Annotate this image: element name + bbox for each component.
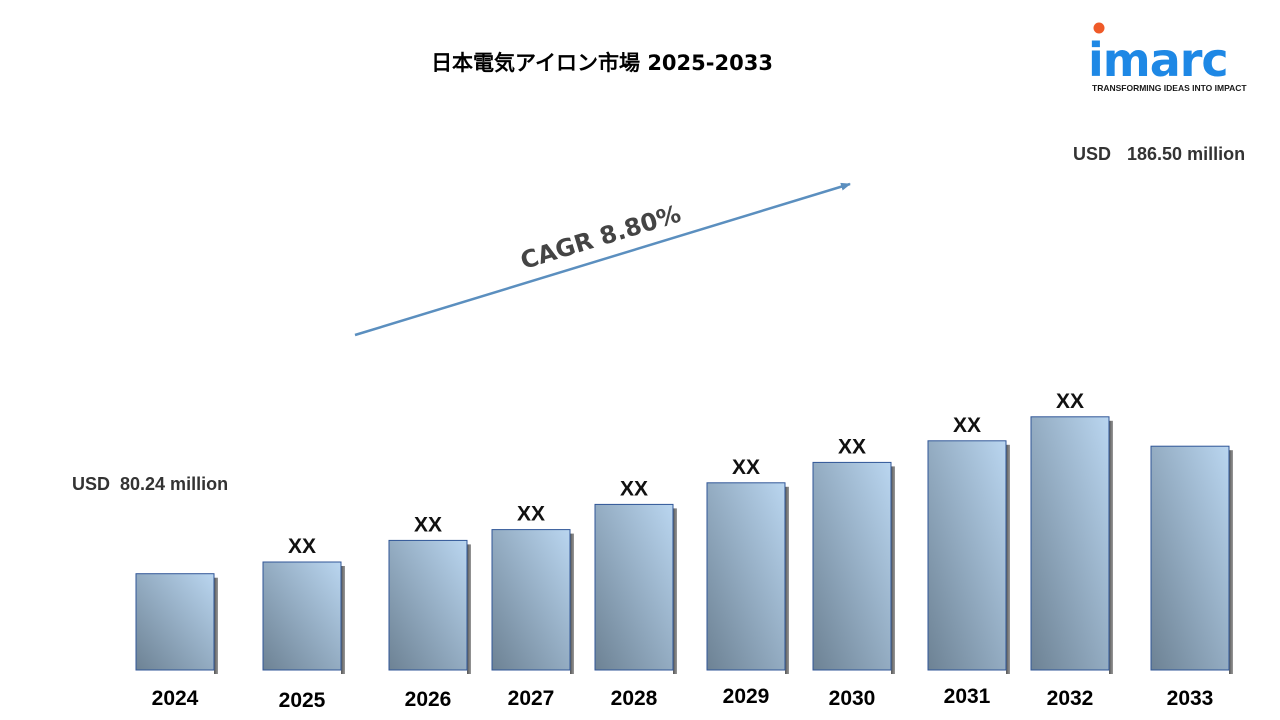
- bar-label-2032: XX: [1056, 390, 1084, 413]
- bar-2026: [388, 539, 468, 671]
- bar-shadow: [341, 566, 345, 674]
- bar-2028: [594, 503, 674, 671]
- start-annotation: USD 80.24 million: [72, 474, 228, 494]
- cagr-arrow: [354, 182, 851, 337]
- x-tick-2024: 2024: [152, 687, 199, 710]
- bar-shadow: [891, 466, 895, 674]
- end-annotation-unit: USD: [1073, 144, 1111, 164]
- logo-dot-icon: [1093, 22, 1105, 34]
- cagr-label: CAGR 8.80%: [517, 200, 684, 275]
- x-tick-2032: 2032: [1047, 687, 1094, 710]
- bar-label-2026: XX: [414, 513, 442, 536]
- bar-label-2030: XX: [838, 435, 866, 458]
- start-annotation-value: 80.24 million: [120, 474, 228, 494]
- bar-shadow: [214, 577, 218, 674]
- bar-2029: [706, 482, 786, 671]
- bar-2032: [1030, 416, 1110, 671]
- end-annotation: USD 186.50 million: [1073, 144, 1245, 164]
- logo-wordmark: imarc: [1088, 33, 1228, 87]
- end-annotation-value: 186.50 million: [1127, 144, 1245, 164]
- x-tick-2033: 2033: [1167, 687, 1214, 710]
- bar-label-2025: XX: [288, 535, 316, 558]
- imarc-logo: imarc TRANSFORMING IDEAS INTO IMPACT: [1088, 22, 1247, 93]
- bar-shadow: [1109, 420, 1113, 674]
- bar-2031: [927, 440, 1007, 671]
- bar-shadow: [1229, 450, 1233, 674]
- x-tick-2030: 2030: [829, 687, 876, 710]
- chart-title: 日本電気アイロン市場 2025-2033: [431, 51, 773, 75]
- bar-shadow: [467, 544, 471, 674]
- x-tick-2026: 2026: [405, 688, 452, 711]
- logo-tagline: TRANSFORMING IDEAS INTO IMPACT: [1092, 83, 1247, 93]
- bars-group: 2024 XX 2025 XX 2026 XX 2027 XX 2028 XX 2029 XX 2030…: [135, 390, 1233, 712]
- bar-shadow: [673, 508, 677, 674]
- bar-shadow: [570, 533, 574, 674]
- start-annotation-unit: USD: [72, 474, 110, 494]
- bar-2025: [262, 561, 342, 671]
- x-tick-2025: 2025: [279, 689, 326, 712]
- bar-2030: [812, 461, 892, 671]
- bar-shadow: [785, 486, 789, 674]
- bar-label-2029: XX: [732, 456, 760, 479]
- x-tick-2029: 2029: [723, 685, 770, 708]
- bar-2024: [135, 573, 215, 671]
- bar-label-2031: XX: [953, 414, 981, 437]
- x-tick-2028: 2028: [611, 687, 658, 710]
- x-tick-2027: 2027: [508, 687, 555, 710]
- x-tick-2031: 2031: [944, 685, 991, 708]
- bar-2033: [1150, 445, 1230, 671]
- bar-2027: [491, 529, 571, 671]
- bar-label-2027: XX: [517, 503, 545, 526]
- bar-label-2028: XX: [620, 477, 648, 500]
- bar-shadow: [1006, 444, 1010, 674]
